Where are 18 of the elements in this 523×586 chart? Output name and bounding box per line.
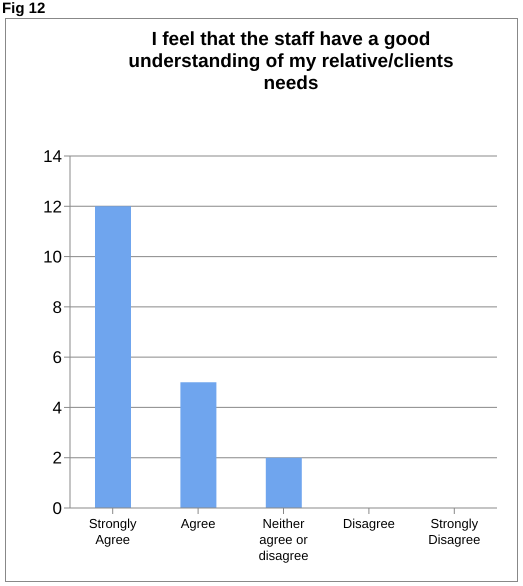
bar [266,458,302,508]
x-tick-label: Agree [180,516,216,531]
bar [180,382,216,508]
x-tick-label: Strongly Disagree [428,516,480,547]
y-tick-label: 4 [52,398,62,418]
y-tick-label: 10 [43,248,62,267]
x-tick-label: Strongly Agree [88,516,138,547]
x-tick-label: Neither agree or disagree [258,516,308,563]
y-tick-label: 6 [52,348,62,368]
y-tick-label: 0 [52,499,62,518]
x-tick-label: Disagree [342,516,395,531]
y-tick-label: 2 [52,448,62,468]
chart-title: I feel that the staff have a good understanding of my relative/clients needs [127,29,455,95]
y-tick-label: 12 [43,197,62,216]
y-tick-label: 8 [52,298,62,317]
y-tick-label: 14 [43,147,62,166]
caption: Fig 12 [2,0,46,17]
bar [95,206,131,508]
